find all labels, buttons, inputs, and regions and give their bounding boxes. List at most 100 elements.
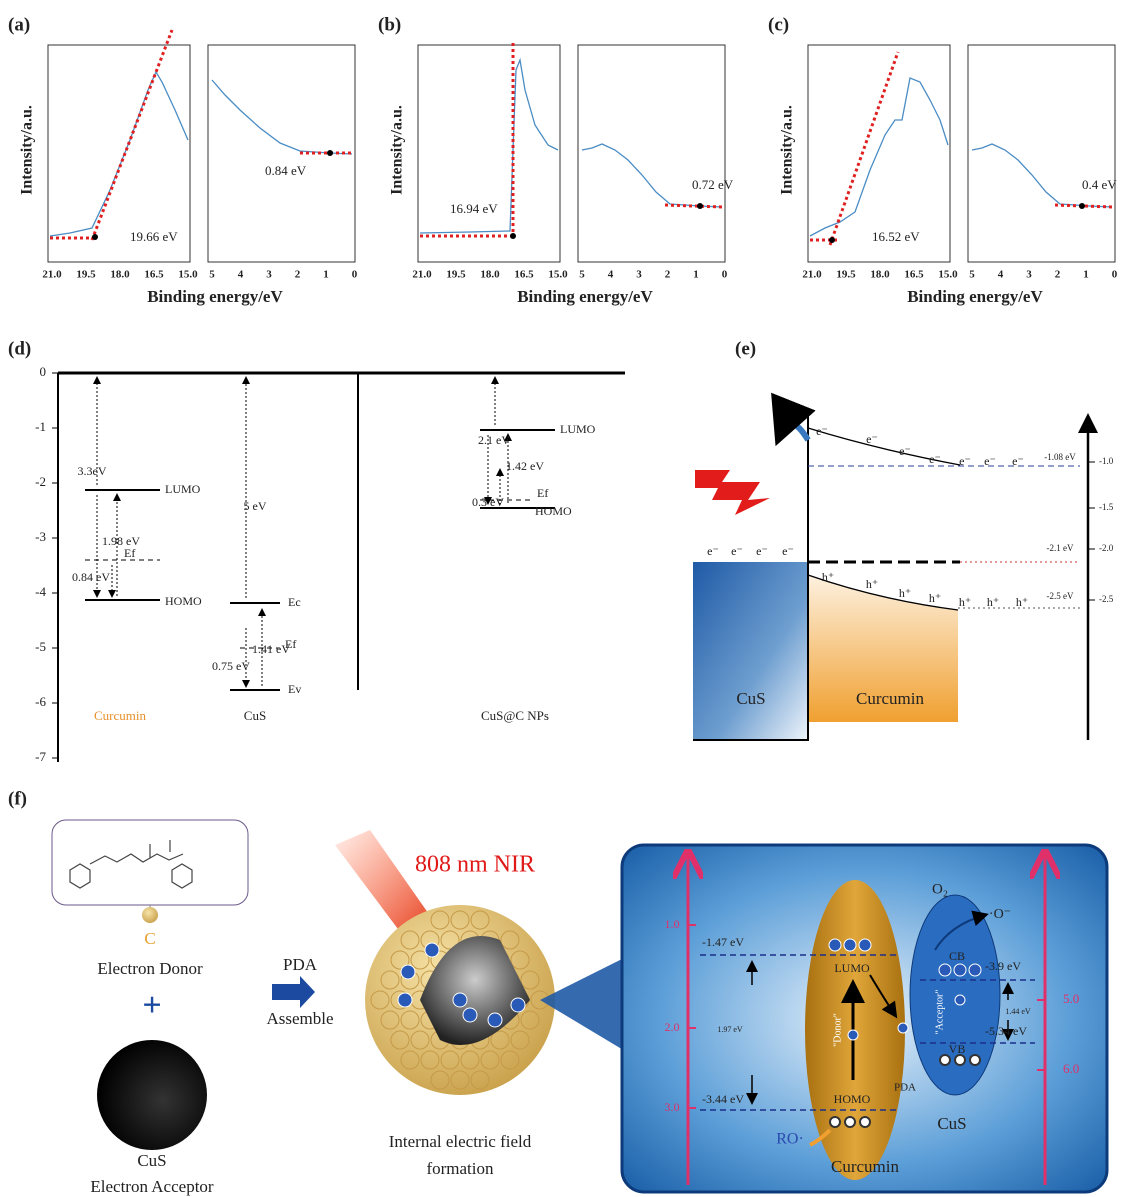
annotation: 19.66 eV: [130, 229, 178, 244]
y-axis-label: Intensity/a.u.: [389, 105, 406, 195]
x-tick-label: 18.0: [480, 269, 500, 281]
spectrum: [212, 80, 352, 154]
plus-sign: +: [142, 987, 161, 1024]
y-tick-label: -1: [35, 419, 46, 434]
level-label: -2.5 eV: [1047, 591, 1074, 601]
hole-dot: [830, 1117, 840, 1127]
y-axis-label: Intensity/a.u.: [19, 105, 36, 195]
level-label: HOMO: [165, 594, 202, 608]
electron-dot: [859, 939, 871, 951]
electron-dot: [453, 993, 467, 1007]
gap-label: 1.44 eV: [1005, 1007, 1031, 1016]
x-tick-label: 21.0: [42, 269, 62, 281]
x-tick-label: 15.0: [178, 269, 198, 281]
cus-ellipse: [910, 895, 1000, 1095]
hole-dot: [860, 1117, 870, 1127]
level-label: -2.1 eV: [1047, 543, 1074, 553]
level-label: LUMO: [560, 422, 596, 436]
y-tick-label: -7: [35, 749, 46, 764]
electron-dot: [969, 964, 981, 976]
acceptor-label: Electron Acceptor: [90, 1177, 214, 1196]
material-label: Curcumin: [94, 708, 146, 723]
figure: (a)Intensity/a.u.Binding energy/eV21.019…: [0, 0, 1121, 1197]
plot-frame: [418, 45, 560, 262]
hole: h⁺: [1016, 595, 1028, 609]
intercept-dot: [510, 233, 516, 239]
gap-label: 3.3eV: [78, 464, 107, 478]
electron: e⁻: [866, 432, 878, 446]
annotation: 16.94 eV: [450, 201, 498, 216]
cus-block: [693, 562, 808, 740]
gap-label: 1.97 eV: [717, 1025, 743, 1034]
x-axis-label: Binding energy/eV: [907, 287, 1043, 306]
electron: e⁻: [899, 444, 911, 458]
level-label: -1.08 eV: [1044, 452, 1076, 462]
step-label: PDA: [283, 955, 318, 974]
x-tick-label: 3: [1026, 269, 1032, 281]
x-tick-label: 0: [722, 269, 728, 281]
electron: e⁻: [816, 424, 828, 438]
intercept-dot: [697, 203, 703, 209]
hole: h⁺: [987, 595, 999, 609]
axis-tick-label: -1.0: [1099, 456, 1114, 466]
intercept-dot: [1079, 203, 1085, 209]
electron: e⁻: [707, 544, 719, 558]
electron: e⁻: [756, 544, 768, 558]
y-tick-label: -3: [35, 529, 46, 544]
electron: e⁻: [1012, 454, 1024, 468]
x-tick-label: 5: [969, 269, 975, 281]
hole-dot: [955, 1055, 965, 1065]
panel-label: (d): [8, 338, 31, 359]
hole: h⁺: [959, 595, 971, 609]
donor-bead: [142, 907, 158, 923]
panel-label: (e): [735, 338, 756, 359]
x-tick-label: 1: [1083, 269, 1089, 281]
electron-dot: [954, 964, 966, 976]
electron-dot: [511, 998, 525, 1012]
gap-label: 1.42 eV: [506, 459, 544, 473]
material-label: CuS: [244, 708, 266, 723]
gap-label: 2.1 eV: [478, 433, 510, 447]
electron-dot: [829, 939, 841, 951]
level-label: HOMO: [535, 504, 572, 518]
gap-label: 0.84 eV: [72, 570, 110, 584]
level-label: Ef: [537, 486, 548, 500]
axis-tick-label: -2.0: [1099, 543, 1114, 553]
acceptor-name: CuS: [137, 1151, 166, 1170]
electron-dot: [898, 1023, 908, 1033]
panel-label: (c): [768, 14, 789, 35]
axis-tick-label: 2.0: [665, 1020, 680, 1034]
level-label: -3.44 eV: [702, 1092, 744, 1106]
x-tick-label: 4: [238, 269, 244, 281]
level-label: LUMO: [834, 961, 870, 975]
species-label: ·O⁻: [989, 907, 1011, 922]
light-bolt: [695, 470, 770, 515]
y-tick-label: -2: [35, 474, 46, 489]
electron: e⁻: [959, 454, 971, 468]
x-tick-label: 19.5: [446, 269, 466, 281]
x-tick-label: 4: [608, 269, 614, 281]
x-tick-label: 1: [323, 269, 329, 281]
electron-dot: [401, 965, 415, 979]
x-tick-label: 16.5: [514, 269, 534, 281]
spectrum: [582, 144, 722, 207]
electron-dot: [425, 943, 439, 957]
x-tick-label: 0: [1112, 269, 1118, 281]
hole-dot: [845, 1117, 855, 1127]
y-tick-label: -6: [35, 694, 46, 709]
x-tick-label: 0: [352, 269, 358, 281]
level-label: HOMO: [834, 1092, 871, 1106]
annotation: 0.4 eV: [1082, 177, 1117, 192]
annotation: 16.52 eV: [872, 229, 920, 244]
x-tick-label: 19.5: [836, 269, 856, 281]
x-tick-label: 5: [579, 269, 585, 281]
hole: h⁺: [866, 577, 878, 591]
x-tick-label: 15.0: [548, 269, 568, 281]
spectrum: [972, 144, 1112, 207]
gap-label: 5 eV: [244, 499, 267, 513]
level-label: Ef: [124, 546, 135, 560]
x-tick-label: 3: [636, 269, 642, 281]
plot-frame: [968, 45, 1115, 262]
electron: e⁻: [782, 544, 794, 558]
level-label: VB: [949, 1042, 966, 1056]
